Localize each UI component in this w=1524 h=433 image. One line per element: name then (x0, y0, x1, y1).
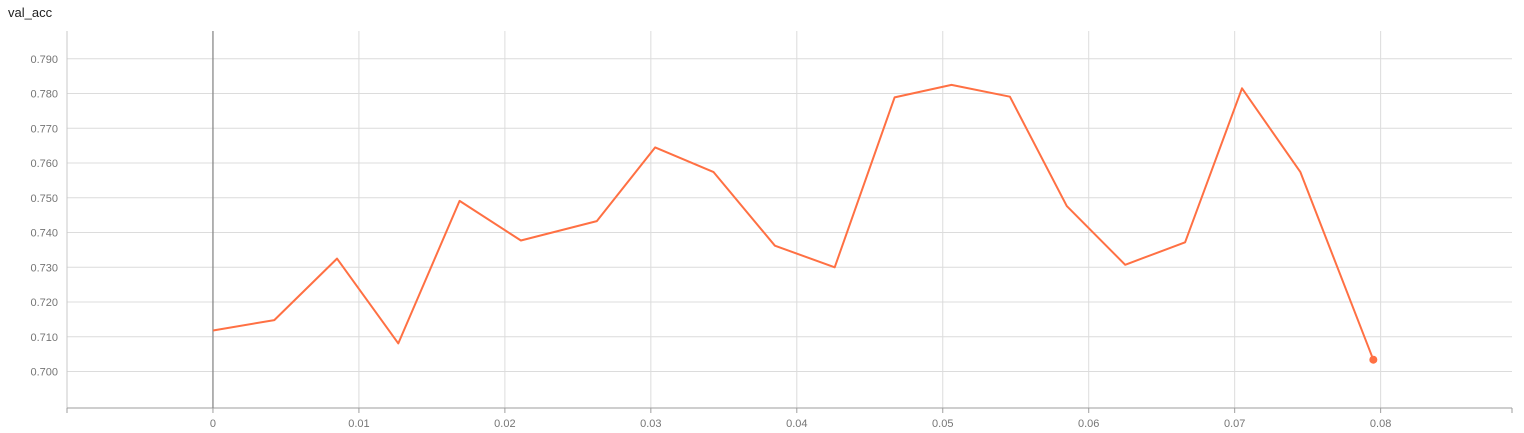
y-tick-label: 0.760 (30, 158, 58, 170)
y-tick-label: 0.750 (30, 193, 58, 205)
y-tick-label: 0.710 (30, 332, 58, 344)
series-line (212, 83, 1375, 361)
x-tick-label: 0.02 (494, 418, 515, 430)
x-tick-label: 0 (210, 418, 216, 430)
x-tick-label: 0.06 (1078, 418, 1099, 430)
x-tick-label: 0.04 (786, 418, 807, 430)
y-tick-label: 0.740 (30, 228, 58, 240)
y-tick-label: 0.730 (30, 262, 58, 274)
x-tick-label: 0.07 (1224, 418, 1245, 430)
x-tick-label: 0.03 (640, 418, 661, 430)
x-tick-label: 0.05 (932, 418, 953, 430)
y-tick-label: 0.720 (30, 297, 58, 309)
x-tick-label: 0.08 (1370, 418, 1391, 430)
x-tick-label: 0.01 (348, 418, 369, 430)
last-point-marker (1369, 355, 1378, 364)
chart-title: val_acc (8, 5, 53, 20)
y-tick-label: 0.770 (30, 123, 58, 135)
y-tick-label: 0.790 (30, 54, 58, 66)
y-tick-label: 0.700 (30, 367, 58, 379)
y-tick-label: 0.780 (30, 89, 58, 101)
